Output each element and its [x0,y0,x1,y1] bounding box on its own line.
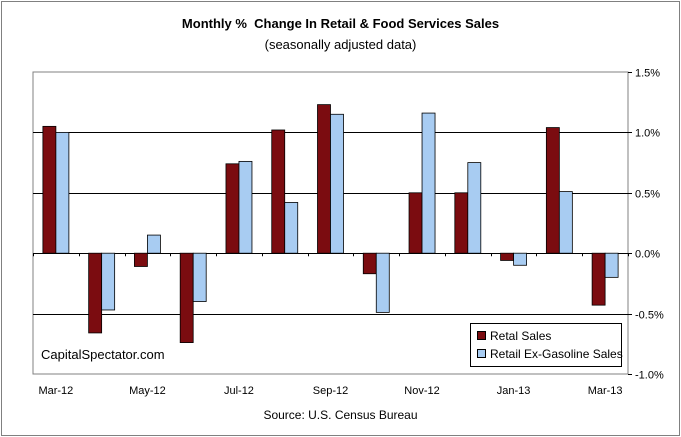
bar-retail-ex-gasoline [467,162,482,254]
x-tick-label: Sep-12 [313,385,348,397]
bar-retail-sales [225,163,240,254]
bar-retail-sales [408,192,423,254]
legend-swatch-retail-sales [477,331,486,340]
bar-retail-ex-gasoline [513,252,527,266]
y-tick-label: 1.5% [635,68,660,80]
bar-retail-ex-gasoline [421,112,436,254]
bar-retail-ex-gasoline [238,160,253,254]
bar-retail-sales [317,104,331,254]
bar-retail-ex-gasoline [330,113,344,254]
bar-retail-sales [362,252,377,275]
bar-retail-ex-gasoline [375,252,390,313]
x-tick-label: Jan-13 [497,385,531,397]
y-tick-label: -0.5% [635,310,664,322]
bar-retail-sales [545,127,560,254]
legend-label-retail-sales: Retal Sales [490,329,552,343]
legend-swatch-ex-gasoline [477,349,486,358]
y-tick-label: -1.0% [635,370,664,382]
x-tick-label: Nov-12 [404,385,439,397]
plot-area [32,71,629,375]
bar-retail-ex-gasoline [604,252,619,278]
legend-item-retail-sales: Retal Sales [477,328,551,344]
bar-retail-ex-gasoline [192,252,207,302]
y-tick-label: 0.0% [635,249,660,261]
bar-retail-ex-gasoline [284,202,299,254]
watermark-text: CapitalSpectator.com [41,347,165,362]
legend-item-ex-gasoline: Retail Ex-Gasoline Sales [477,346,623,362]
x-tick-label: Mar-13 [588,385,623,397]
chart-title: Monthly % Change In Retail & Food Servic… [181,16,500,31]
bar-retail-ex-gasoline [147,234,161,254]
bar-retail-sales [500,252,514,261]
bar-retail-sales [88,252,103,334]
bar-retail-sales [454,192,469,254]
bar-retail-ex-gasoline [558,191,573,254]
bar-retail-ex-gasoline [101,252,116,311]
chart-subtitle: (seasonally adjusted data) [264,37,417,52]
bar-retail-ex-gasoline [55,131,70,254]
legend-label-ex-gasoline: Retail Ex-Gasoline Sales [490,347,623,361]
bar-retail-sales [271,129,286,254]
x-tick-label: Mar-12 [38,385,73,397]
bar-retail-sales [134,252,148,267]
y-tick-label: 0.5% [635,189,660,201]
bar-retail-sales [591,252,606,306]
bar-retail-sales [42,125,57,254]
source-note: Source: U.S. Census Bureau [263,408,418,422]
bar-retail-sales [179,252,194,343]
x-tick-label: May-12 [129,385,166,397]
y-tick-label: 1.0% [635,128,660,140]
chart-legend: Retal Sales Retail Ex-Gasoline Sales [470,323,623,367]
x-tick-label: Jul-12 [224,385,254,397]
